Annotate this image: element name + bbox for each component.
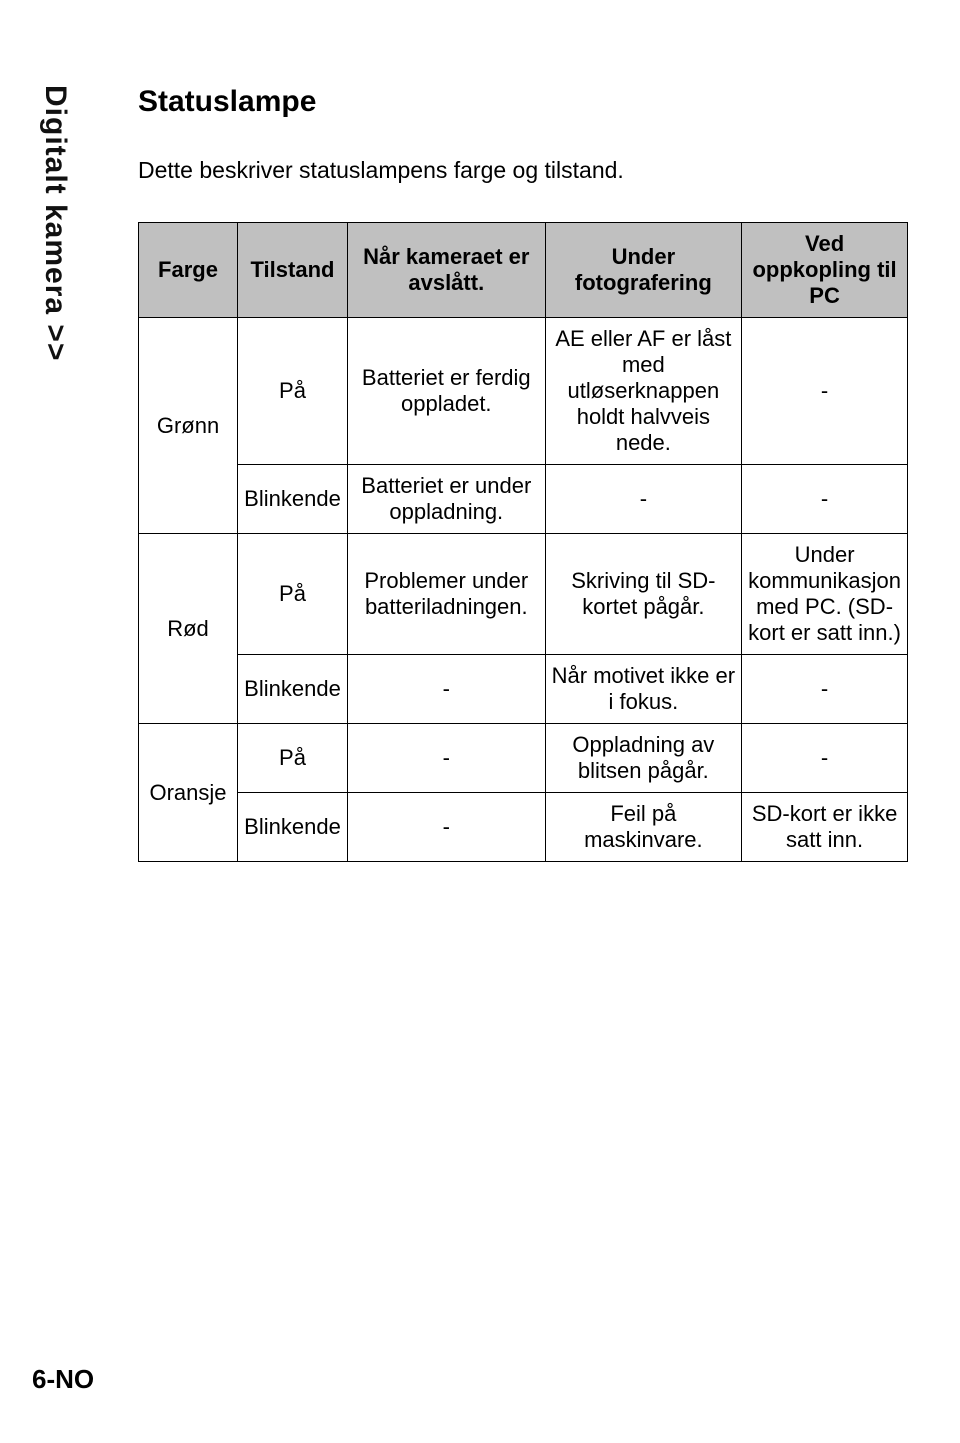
col-fotografering: Under fotografering bbox=[545, 223, 742, 318]
col-farge: Farge bbox=[139, 223, 238, 318]
cell-gronn-pa-tilstand: På bbox=[238, 318, 348, 465]
table-row: Blinkende - Feil på maskinvare. SD-kort … bbox=[139, 793, 908, 862]
cell-oransje-pa-foto: Oppladning av blitsen pågår. bbox=[545, 724, 742, 793]
page-content: Statuslampe Dette beskriver statuslampen… bbox=[138, 85, 908, 862]
cell-oransje-pa-tilstand: På bbox=[238, 724, 348, 793]
cell-rod-pa-pc: Under kommunikasjon med PC. (SD-kort er … bbox=[742, 534, 908, 655]
cell-rod-bl-tilstand: Blinkende bbox=[238, 655, 348, 724]
cell-rod-bl-pc: - bbox=[742, 655, 908, 724]
table-row: Blinkende - Når motivet ikke er i fokus.… bbox=[139, 655, 908, 724]
cell-gronn-bl-foto: - bbox=[545, 465, 742, 534]
cell-rod-pa-foto: Skriving til SD-kortet pågår. bbox=[545, 534, 742, 655]
cell-gronn-bl-avslatt: Batteriet er under oppladning. bbox=[347, 465, 545, 534]
cell-rod-label: Rød bbox=[139, 534, 238, 724]
col-tilstand: Tilstand bbox=[238, 223, 348, 318]
sidebar-label: Digitalt kamera >> bbox=[38, 85, 72, 361]
cell-gronn-pa-foto: AE eller AF er låst med utløserknappen h… bbox=[545, 318, 742, 465]
cell-oransje-bl-pc: SD-kort er ikke satt inn. bbox=[742, 793, 908, 862]
cell-rod-bl-avslatt: - bbox=[347, 655, 545, 724]
col-avslatt: Når kameraet er avslått. bbox=[347, 223, 545, 318]
cell-oransje-bl-avslatt: - bbox=[347, 793, 545, 862]
page-title: Statuslampe bbox=[138, 85, 908, 119]
cell-oransje-bl-foto: Feil på maskinvare. bbox=[545, 793, 742, 862]
cell-gronn-bl-pc: - bbox=[742, 465, 908, 534]
table-row: Grønn På Batteriet er ferdig oppladet. A… bbox=[139, 318, 908, 465]
cell-rod-pa-avslatt: Problemer under batteriladningen. bbox=[347, 534, 545, 655]
cell-gronn-label: Grønn bbox=[139, 318, 238, 534]
table-header-row: Farge Tilstand Når kameraet er avslått. … bbox=[139, 223, 908, 318]
table-row: Rød På Problemer under batteriladningen.… bbox=[139, 534, 908, 655]
cell-oransje-pa-pc: - bbox=[742, 724, 908, 793]
cell-gronn-bl-tilstand: Blinkende bbox=[238, 465, 348, 534]
table-row: Blinkende Batteriet er under oppladning.… bbox=[139, 465, 908, 534]
cell-gronn-pa-avslatt: Batteriet er ferdig oppladet. bbox=[347, 318, 545, 465]
page-number: 6-NO bbox=[32, 1364, 94, 1395]
table-row: Oransje På - Oppladning av blitsen pågår… bbox=[139, 724, 908, 793]
cell-rod-pa-tilstand: På bbox=[238, 534, 348, 655]
cell-oransje-label: Oransje bbox=[139, 724, 238, 862]
status-table: Farge Tilstand Når kameraet er avslått. … bbox=[138, 222, 908, 862]
page-description: Dette beskriver statuslampens farge og t… bbox=[138, 157, 908, 184]
cell-oransje-pa-avslatt: - bbox=[347, 724, 545, 793]
cell-oransje-bl-tilstand: Blinkende bbox=[238, 793, 348, 862]
cell-gronn-pa-pc: - bbox=[742, 318, 908, 465]
cell-rod-bl-foto: Når motivet ikke er i fokus. bbox=[545, 655, 742, 724]
col-pc: Ved oppkopling til PC bbox=[742, 223, 908, 318]
